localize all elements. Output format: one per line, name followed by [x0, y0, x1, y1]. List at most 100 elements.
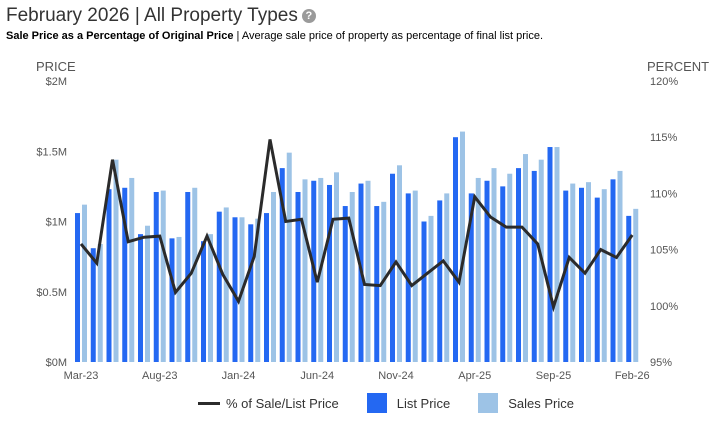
x-tick-label: Jun-24: [300, 370, 334, 382]
sales-price-bar: [349, 191, 355, 362]
sales-price-bar: [255, 218, 261, 362]
sales-price-bar: [554, 147, 560, 362]
list-price-bar: [516, 168, 521, 362]
sales-price-bar: [491, 168, 497, 362]
x-tick-label: Mar-23: [64, 370, 99, 382]
right-tick-label: 100%: [650, 301, 678, 313]
sales-price-bar: [271, 191, 276, 362]
x-tick-label: Nov-24: [378, 370, 413, 382]
list-price-bar: [201, 241, 206, 362]
ratio-line: [79, 139, 634, 313]
list-price-bar: [75, 213, 80, 362]
list-price-bar: [500, 186, 506, 362]
line-swatch-icon: [198, 401, 220, 405]
right-tick-label: 95%: [650, 357, 672, 369]
right-tick-label: 120%: [650, 76, 678, 88]
sales-price-bar: [617, 170, 623, 362]
list-price-bar: [122, 187, 128, 362]
legend-item-ratio[interactable]: % of Sale/List Price: [198, 396, 339, 411]
left-tick-label: $1M: [46, 217, 67, 229]
list-price-bar: [547, 147, 553, 362]
right-tick-label: 105%: [650, 245, 678, 257]
legend-label-sales-price: Sales Price: [508, 395, 574, 411]
legend-item-list-price[interactable]: List Price: [366, 393, 451, 413]
sales-price-bar: [570, 183, 576, 362]
legend: % of Sale/List Price List Price Sales Pr…: [198, 393, 602, 413]
sales-price-bar: [334, 172, 339, 362]
sales-price-bar: [601, 189, 607, 362]
sales-price-bar: [208, 234, 213, 362]
legend-label-list-price: List Price: [396, 395, 451, 411]
list-price-bar: [563, 190, 569, 362]
list-price-bar: [484, 180, 490, 362]
sales-price-bar: [444, 193, 450, 362]
sales-price-bar: [145, 225, 150, 362]
sales-price-bar: [586, 182, 591, 362]
list-price-bar: [421, 221, 427, 362]
list-price-bar: [248, 224, 254, 362]
subtitle-metric: Sale Price as a Percentage of Original P…: [6, 30, 234, 42]
right-axis-title: PERCENT: [647, 59, 710, 74]
left-tick-label: $0M: [46, 357, 67, 369]
sales-price-bar: [523, 154, 528, 362]
sales-price-bar: [428, 215, 434, 362]
chart-subtitle: Sale Price as a Percentage of Original P…: [6, 30, 543, 42]
list-price-bar: [468, 193, 474, 362]
list-price-bar: [106, 189, 112, 362]
sales-price-bar: [97, 243, 103, 362]
sales-price-bar: [460, 131, 465, 362]
list-price-bar: [594, 197, 600, 362]
list-price-bar: [327, 184, 332, 362]
x-tick-label: Apr-25: [458, 370, 491, 382]
list-price-bar: [453, 137, 458, 362]
list-price-bar: [579, 187, 584, 362]
legend-label-ratio: % of Sale/List Price: [226, 395, 339, 411]
sales-price-bar: [176, 236, 182, 362]
line-group: [79, 139, 634, 313]
sales-price-bar: [129, 177, 135, 362]
sales-price-bar: [633, 208, 639, 362]
sales-price-bar: [397, 165, 402, 362]
sales-price-bar: [302, 179, 308, 362]
sales-price-swatch-icon: [478, 393, 499, 413]
x-tick-label: Sep-25: [536, 370, 571, 382]
list-price-bar: [342, 206, 348, 362]
sales-price-bar: [160, 190, 166, 362]
list-price-bar: [531, 170, 537, 362]
legend-item-sales-price[interactable]: Sales Price: [478, 393, 574, 413]
left-tick-label: $2M: [46, 76, 67, 88]
left-axis-title: PRICE: [36, 59, 76, 74]
x-tick-label: Feb-26: [615, 370, 650, 382]
x-tick-label: Aug-23: [142, 370, 177, 382]
sales-price-bar: [223, 207, 229, 362]
subtitle-description: | Average sale price of property as perc…: [233, 30, 544, 42]
list-price-bar: [216, 211, 222, 362]
list-price-swatch-icon: [366, 393, 387, 413]
right-tick-label: 115%: [650, 132, 678, 144]
list-price-bar: [153, 191, 159, 362]
list-price-bar: [138, 234, 143, 362]
list-price-bar: [264, 213, 269, 362]
right-axis-ticks: 95% 100% 105% 110% 115% 120%: [650, 76, 678, 369]
list-price-bar: [232, 217, 238, 362]
sales-price-bar: [475, 177, 481, 362]
list-price-bar: [437, 200, 443, 362]
sales-price-bar: [412, 190, 418, 362]
x-axis-ticks: Mar-23 Aug-23 Jan-24 Jun-24 Nov-24 Apr-25 Sep-…: [64, 370, 650, 382]
list-price-bar: [169, 238, 175, 362]
list-price-bar: [279, 168, 285, 362]
sales-price-bar: [113, 159, 119, 362]
sales-price-bar: [286, 152, 292, 362]
x-tick-label: Jan-24: [222, 370, 256, 382]
question-circle-icon[interactable]: ?: [301, 9, 316, 23]
page-title: February 2026 | All Property Types?: [6, 5, 316, 27]
list-price-bar: [295, 191, 301, 362]
list-price-bar: [626, 215, 632, 362]
right-tick-label: 110%: [650, 188, 678, 200]
sales-price-bar: [365, 180, 371, 362]
list-price-bar: [610, 179, 616, 362]
title-text: February 2026 | All Property Types: [6, 5, 298, 26]
list-price-bar: [90, 248, 96, 362]
left-tick-label: $1.5M: [36, 146, 67, 158]
